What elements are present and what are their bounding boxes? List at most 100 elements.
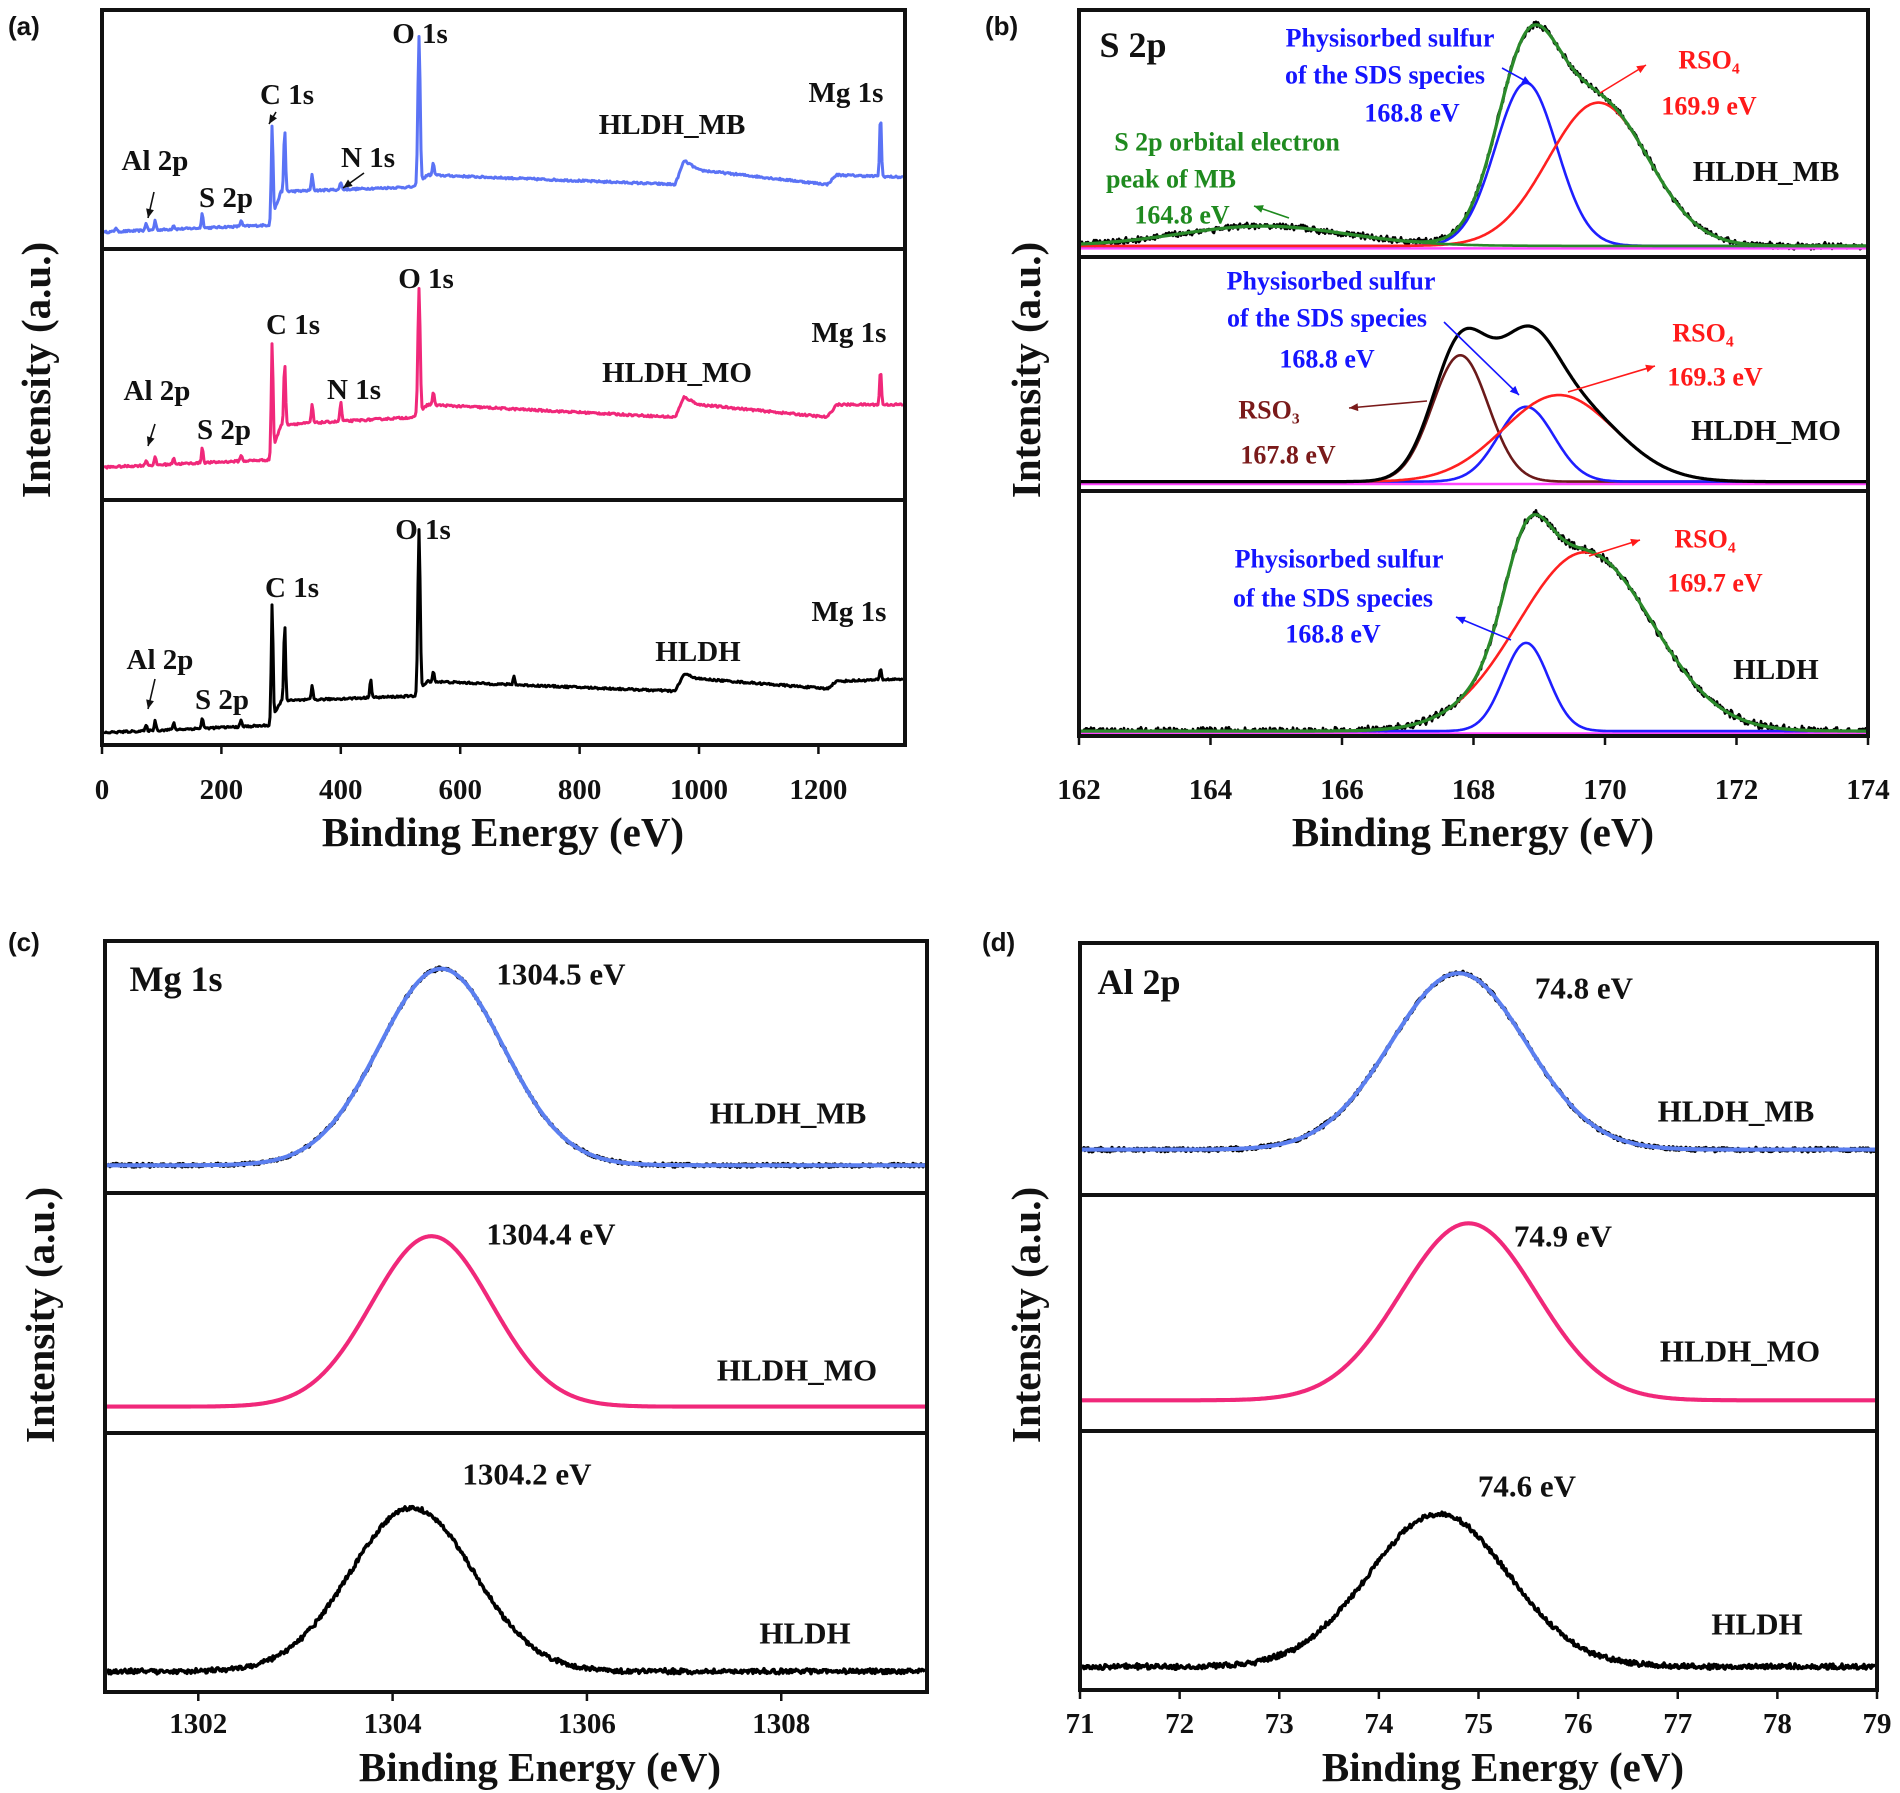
trace-hldh bbox=[103, 528, 905, 735]
survey-annotations: Al 2p S 2p C 1s N 1s O 1s Mg 1s HLDH_MB … bbox=[122, 18, 887, 716]
annotation-arrow bbox=[1599, 64, 1647, 94]
x-tick-label: 74 bbox=[1364, 1708, 1393, 1740]
peak-label: Mg 1s bbox=[812, 317, 887, 349]
annotation-arrow bbox=[1253, 205, 1290, 219]
arrow-shaft bbox=[1348, 400, 1428, 409]
peak-energy: 74.8 eV bbox=[1535, 971, 1634, 1006]
arrow-head bbox=[1645, 364, 1655, 373]
x-tick-label: 174 bbox=[1846, 774, 1890, 806]
x-tick-label: 400 bbox=[319, 774, 363, 806]
trace-hldh bbox=[1080, 1510, 1877, 1671]
annotation-arrow bbox=[1501, 67, 1532, 85]
peak-energy: 1304.4 eV bbox=[486, 1217, 616, 1252]
mg1s-annotations: Mg 1s 1304.5 eV HLDH_MB 1304.4 eV HLDH_M… bbox=[130, 957, 878, 1651]
component-label: of the SDS species bbox=[1227, 304, 1427, 333]
peak-energy: 74.6 eV bbox=[1478, 1469, 1577, 1504]
component-energy: 168.8 eV bbox=[1285, 620, 1381, 649]
chart-panel-c: 1302 1304 1306 1308 bbox=[103, 939, 929, 1740]
y-axis-label-a: Intensity (a.u.) bbox=[13, 242, 59, 498]
x-tick-label: 600 bbox=[438, 774, 482, 806]
annotation-arrow bbox=[146, 678, 156, 710]
annotation-arrow bbox=[146, 423, 156, 447]
peak-label: Mg 1s bbox=[812, 596, 887, 628]
component-energy: 169.9 eV bbox=[1661, 92, 1757, 121]
annotation-arrow bbox=[146, 191, 155, 219]
x-tick-label: 200 bbox=[200, 774, 244, 806]
x-tick-label: 1200 bbox=[789, 774, 847, 806]
component-energy: 169.3 eV bbox=[1667, 363, 1763, 392]
fit-envelope-line bbox=[1080, 971, 1877, 1152]
trace-hldh bbox=[1079, 509, 1868, 737]
peak-label: N 1s bbox=[327, 374, 381, 406]
peak-label: O 1s bbox=[398, 263, 454, 295]
trace-label: HLDH_MB bbox=[710, 1096, 867, 1131]
arrow-head bbox=[1521, 76, 1531, 84]
trace-hldh-mo bbox=[1080, 324, 1867, 486]
trace-label: HLDH bbox=[759, 1616, 850, 1651]
panel-label-d: (d) bbox=[982, 927, 1015, 957]
x-tick-label: 75 bbox=[1464, 1708, 1493, 1740]
annotation-arrow bbox=[342, 172, 365, 189]
chart-panel-a: 0 200 400 600 800 1000 1200 bbox=[95, 8, 907, 806]
fit-envelope-line bbox=[1080, 324, 1867, 484]
raw-spectrum-line bbox=[106, 1504, 927, 1676]
plot-layer: 0 200 400 600 800 1000 1200 162 164 166 168 170 172 1… bbox=[95, 8, 1892, 1740]
trace-label: HLDH_MO bbox=[602, 357, 752, 389]
trace-hldh-mb bbox=[105, 965, 927, 1169]
annotation-arrow bbox=[1567, 364, 1656, 393]
x-tick-label: 168 bbox=[1452, 774, 1496, 806]
trace-label: HLDH_MO bbox=[1691, 415, 1841, 447]
component-label: of the SDS species bbox=[1233, 584, 1433, 613]
x-tick-label: 1302 bbox=[169, 1708, 227, 1740]
trace-hldh-mo bbox=[105, 1234, 927, 1409]
peak-label: C 1s bbox=[266, 309, 320, 341]
x-axis-label-c: Binding Energy (eV) bbox=[359, 1744, 721, 1790]
annotation-arrow bbox=[268, 111, 277, 125]
x-tick-label: 73 bbox=[1265, 1708, 1294, 1740]
component-label: RSO₄ bbox=[1678, 46, 1739, 75]
x-tick-label: 162 bbox=[1057, 774, 1101, 806]
component-label: Physisorbed sulfur bbox=[1286, 24, 1495, 53]
trace-label: HLDH bbox=[1733, 654, 1819, 686]
peak-energy: 1304.2 eV bbox=[462, 1457, 592, 1492]
plot-frame bbox=[100, 8, 907, 747]
plot-frame bbox=[103, 939, 929, 1694]
x-tick-label: 77 bbox=[1663, 1708, 1692, 1740]
arrow-shaft bbox=[1443, 321, 1520, 396]
component-energy: 168.8 eV bbox=[1364, 99, 1460, 128]
survey-spectrum-line bbox=[103, 528, 905, 735]
panel-title: Al 2p bbox=[1097, 962, 1180, 1002]
peak-label: Al 2p bbox=[127, 644, 194, 676]
trace-label: HLDH bbox=[1711, 1607, 1802, 1642]
peak-label: C 1s bbox=[265, 572, 319, 604]
panel-label-a: (a) bbox=[8, 11, 40, 41]
panel-label-b: (b) bbox=[985, 11, 1018, 41]
fit-envelope-line bbox=[105, 1234, 927, 1409]
peak-label: Al 2p bbox=[122, 145, 189, 177]
component-energy: 167.8 eV bbox=[1240, 441, 1336, 470]
arrow-head bbox=[1636, 65, 1646, 74]
arrow-head bbox=[1630, 538, 1640, 547]
survey-spectrum-line bbox=[103, 287, 904, 470]
arrow-head bbox=[269, 114, 277, 124]
component-energy: 169.7 eV bbox=[1667, 569, 1763, 598]
component-label: RSO₄ bbox=[1674, 525, 1735, 554]
arrow-head bbox=[1456, 616, 1466, 625]
fit-envelope-line bbox=[1080, 23, 1867, 248]
panel-title: S 2p bbox=[1099, 25, 1166, 65]
component-label: RSO₃ bbox=[1238, 396, 1299, 425]
trace-hldh-mo bbox=[103, 287, 904, 470]
peak-label: S 2p bbox=[199, 182, 253, 214]
peak-label: Mg 1s bbox=[809, 77, 884, 109]
arrow-head bbox=[1349, 403, 1359, 412]
x-tick-label: 800 bbox=[558, 774, 602, 806]
raw-spectrum-line bbox=[1079, 509, 1868, 737]
x-tick-label: 164 bbox=[1189, 774, 1233, 806]
panel-label-c: (c) bbox=[8, 927, 40, 957]
component-energy: 168.8 eV bbox=[1279, 345, 1375, 374]
component-label: peak of MB bbox=[1106, 165, 1236, 194]
x-tick-label: 172 bbox=[1715, 774, 1759, 806]
arrow-head bbox=[146, 699, 154, 709]
y-axis-label-b: Intensity (a.u.) bbox=[1003, 242, 1049, 498]
fit-envelope-line bbox=[105, 966, 927, 1168]
